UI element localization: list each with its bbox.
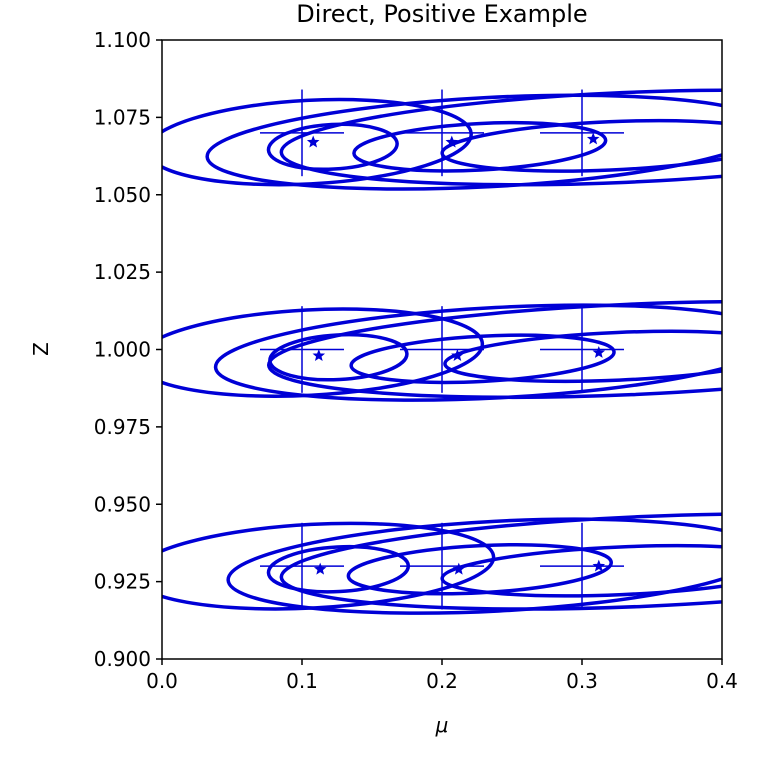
estimate-star-marker <box>586 132 600 145</box>
x-tick-label: 0.4 <box>706 669 738 693</box>
confidence-ellipse <box>226 517 722 615</box>
axes: 0.0 0.1 0.2 0.3 0.4 0.900 0.925 0.950 0.975 1.000… <box>94 28 738 693</box>
estimate-star-marker <box>445 135 459 148</box>
y-tick-label: 0.925 <box>94 570 151 594</box>
true-value-crosshair <box>540 306 624 393</box>
y-axis-label: Z <box>29 342 53 356</box>
true-value-crosshair <box>400 522 484 610</box>
estimate-star-marker <box>451 349 464 362</box>
y-tick-label: 1.050 <box>94 183 151 207</box>
y-tick-label: 1.075 <box>94 105 151 129</box>
confidence-ellipse <box>266 299 722 400</box>
confidence-ellipse <box>268 332 409 382</box>
x-tick-label: 0.0 <box>146 669 178 693</box>
true-value-crosshair <box>260 522 344 610</box>
estimate-star-marker <box>592 346 606 358</box>
y-tick-label: 0.950 <box>94 492 151 516</box>
true-value-crosshair <box>540 89 624 177</box>
true-value-crosshair <box>400 89 484 177</box>
y-tick-label: 1.100 <box>94 28 151 52</box>
confidence-ellipse <box>266 122 399 172</box>
x-tick-label: 0.3 <box>566 669 598 693</box>
y-tick-label: 0.975 <box>94 415 151 439</box>
estimate-star-marker <box>452 562 466 575</box>
true-value-crosshair <box>400 306 484 393</box>
estimate-star-marker <box>312 349 326 362</box>
estimate-star-marker <box>592 559 606 572</box>
true-value-crosshair <box>260 306 344 393</box>
confidence-ellipse <box>279 88 722 187</box>
estimate-star-marker <box>306 135 320 148</box>
plot-area-marks <box>162 88 722 615</box>
true-value-crosshair <box>540 522 624 610</box>
confidence-ellipse <box>162 97 473 187</box>
y-tick-label: 1.025 <box>94 260 151 284</box>
estimate-star-marker <box>313 562 327 575</box>
y-tick-label: 1.000 <box>94 338 151 362</box>
x-tick-label: 0.1 <box>286 669 318 693</box>
confidence-ellipse <box>352 120 608 173</box>
confidence-ellipse <box>279 512 722 611</box>
chart-title: Direct, Positive Example <box>296 0 587 28</box>
true-value-crosshair <box>260 89 344 177</box>
confidence-ellipse <box>162 307 485 398</box>
confidence-ellipse <box>205 93 722 191</box>
y-tick-label: 0.900 <box>94 647 151 671</box>
x-axis-label: μ <box>435 713 449 737</box>
confidence-ellipse <box>349 333 616 385</box>
confidence-ellipse <box>443 329 722 384</box>
x-tick-label: 0.2 <box>426 669 458 693</box>
